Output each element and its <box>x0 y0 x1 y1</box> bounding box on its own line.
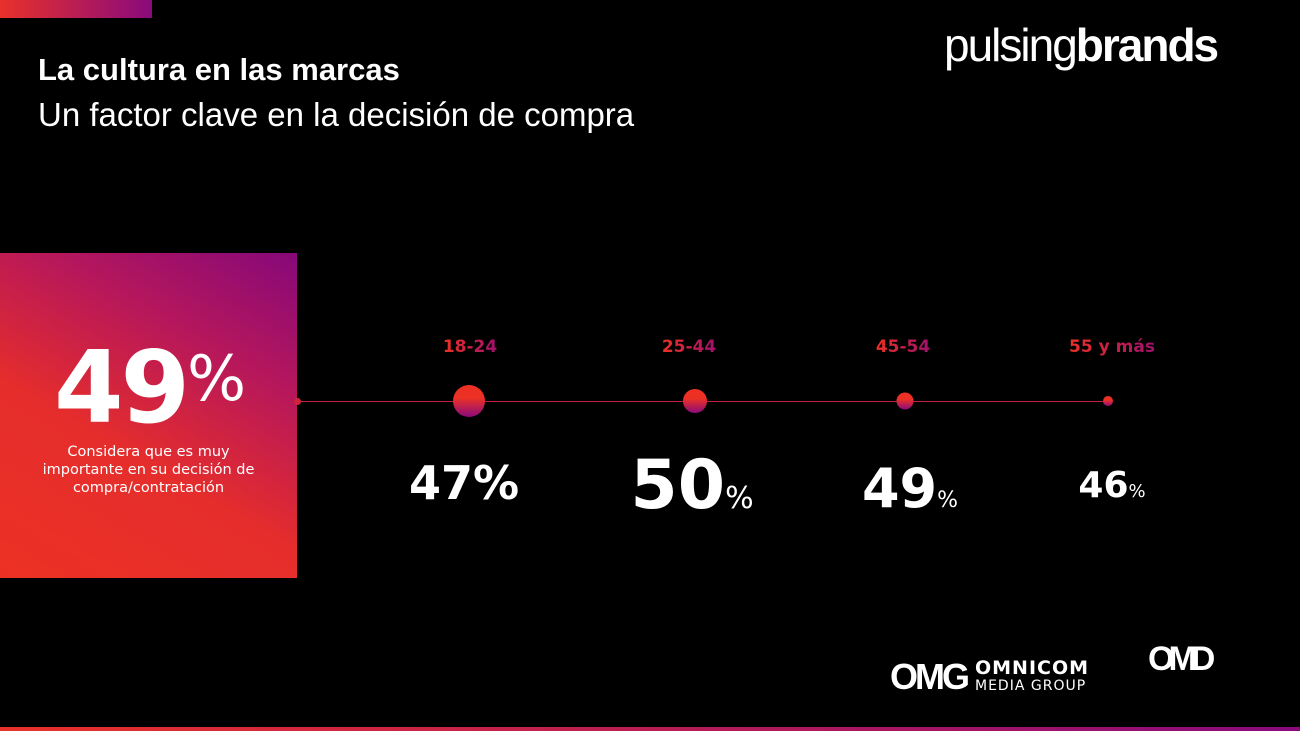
value-number: 49 <box>861 457 938 520</box>
top-accent-bar <box>0 0 152 18</box>
age-value: 50% <box>630 452 753 520</box>
omnicom-media-group-logo: OMG OMNICOM MEDIA GROUP <box>890 656 1089 698</box>
omg-line2: MEDIA GROUP <box>975 678 1087 694</box>
age-value: 47% <box>409 460 519 506</box>
hero-value: 49% <box>0 338 297 438</box>
age-label: 25-44 <box>661 337 717 357</box>
omg-line1: OMNICOM <box>975 657 1090 679</box>
hero-stat-box: 49% Considera que es muy importante en s… <box>0 253 297 578</box>
age-value: 49% <box>862 462 958 516</box>
hero-number: 49 <box>53 329 190 446</box>
value-unit: % <box>937 488 959 513</box>
value-unit: % <box>725 481 754 516</box>
age-value: 46% <box>1078 468 1145 504</box>
value-number: 47 <box>408 456 473 510</box>
age-label: 45-54 <box>875 337 931 357</box>
slide-subtitle: Un factor clave en la decisión de compra <box>38 96 635 133</box>
omg-wordmark: OMNICOM MEDIA GROUP <box>975 657 1090 695</box>
brand-bold: brands <box>1075 19 1219 71</box>
age-label: 18-24 <box>442 337 498 357</box>
value-number: 50 <box>630 446 726 525</box>
value-unit: % <box>1128 481 1146 502</box>
value-unit: % <box>472 456 520 510</box>
omg-mark: OMG <box>890 656 970 697</box>
slide-title: La cultura en las marcas <box>38 52 400 87</box>
age-dot-25-44 <box>683 389 707 413</box>
hero-unit: % <box>187 342 246 415</box>
pulsingbrands-logo: pulsingbrands <box>944 18 1219 72</box>
age-dot-45-54 <box>896 392 914 410</box>
timeline-start-dot <box>294 398 301 405</box>
age-dot-18-24 <box>453 385 485 417</box>
age-label: 55 y más <box>1069 337 1155 357</box>
omd-logo: OMD <box>1148 640 1215 678</box>
value-number: 46 <box>1078 465 1129 506</box>
hero-description: Considera que es muy importante en su de… <box>42 444 255 496</box>
bottom-accent-bar <box>0 727 1300 731</box>
age-dot-55-plus <box>1103 396 1113 406</box>
brand-light: pulsing <box>944 19 1078 71</box>
